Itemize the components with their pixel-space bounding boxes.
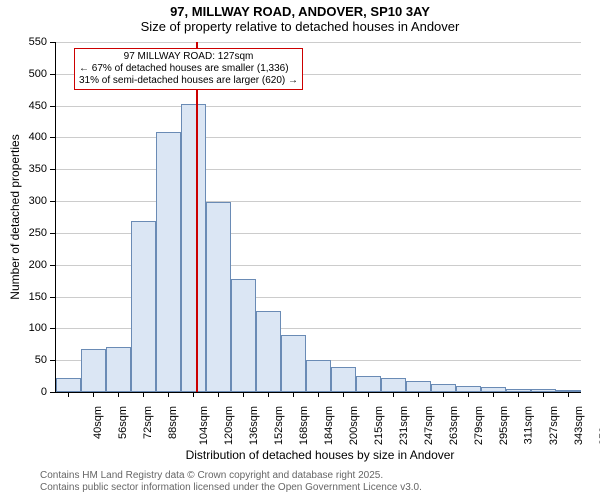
x-tick-label: 263sqm (448, 406, 460, 445)
y-tick-mark (50, 392, 55, 393)
x-tick-label: 295sqm (498, 406, 510, 445)
histogram-bar (106, 347, 131, 392)
histogram-bar (556, 390, 581, 392)
x-tick-mark (143, 392, 144, 397)
histogram-bar (81, 349, 106, 392)
x-tick-label: 40sqm (92, 406, 104, 439)
x-tick-label: 215sqm (373, 406, 385, 445)
histogram-bar (56, 378, 81, 392)
y-tick-label: 500 (0, 68, 47, 80)
histogram-bar (406, 381, 431, 392)
x-tick-mark (393, 392, 394, 397)
histogram-bar (256, 311, 281, 392)
marker-line (196, 42, 198, 392)
x-tick-label: 279sqm (473, 406, 485, 445)
x-tick-mark (168, 392, 169, 397)
grid-line (56, 42, 581, 43)
histogram-bar (381, 378, 406, 392)
x-tick-label: 231sqm (398, 406, 410, 445)
grid-line (56, 169, 581, 170)
y-tick-mark (50, 137, 55, 138)
x-tick-label: 104sqm (198, 406, 210, 445)
x-tick-mark (118, 392, 119, 397)
x-tick-label: 72sqm (142, 406, 154, 439)
x-tick-label: 168sqm (298, 406, 310, 445)
histogram-bar (206, 202, 231, 392)
x-tick-label: 56sqm (117, 406, 129, 439)
annotation-line1: 97 MILLWAY ROAD: 127sqm (79, 51, 298, 63)
y-axis-label: Number of detached properties (8, 127, 22, 307)
y-tick-mark (50, 106, 55, 107)
chart-container: 97, MILLWAY ROAD, ANDOVER, SP10 3AY Size… (0, 0, 600, 500)
x-tick-label: 311sqm (522, 406, 534, 444)
y-tick-mark (50, 201, 55, 202)
x-tick-label: 200sqm (348, 406, 360, 445)
attribution-line1: Contains HM Land Registry data © Crown c… (40, 470, 422, 482)
x-tick-label: 136sqm (248, 406, 260, 445)
x-tick-mark (493, 392, 494, 397)
annotation-line3: 31% of semi-detached houses are larger (… (79, 75, 298, 87)
histogram-bar (456, 386, 481, 392)
y-tick-mark (50, 328, 55, 329)
x-tick-label: 120sqm (223, 406, 235, 445)
histogram-bar (431, 384, 456, 392)
x-tick-mark (68, 392, 69, 397)
attribution-text: Contains HM Land Registry data © Crown c… (40, 470, 422, 494)
x-tick-label: 88sqm (167, 406, 179, 439)
chart-title-2: Size of property relative to detached ho… (0, 19, 600, 34)
histogram-bar (331, 367, 356, 392)
y-tick-label: 450 (0, 100, 47, 112)
x-tick-mark (243, 392, 244, 397)
x-tick-mark (318, 392, 319, 397)
y-tick-label: 550 (0, 36, 47, 48)
y-tick-mark (50, 297, 55, 298)
y-tick-mark (50, 265, 55, 266)
x-tick-mark (343, 392, 344, 397)
histogram-bar (281, 335, 306, 392)
grid-line (56, 106, 581, 107)
histogram-bar (156, 132, 181, 392)
x-tick-label: 152sqm (273, 406, 285, 445)
histogram-bar (356, 376, 381, 392)
attribution-line2: Contains public sector information licen… (40, 482, 422, 494)
y-tick-mark (50, 169, 55, 170)
x-tick-mark (93, 392, 94, 397)
x-tick-label: 327sqm (548, 406, 560, 445)
x-tick-mark (218, 392, 219, 397)
x-tick-mark (468, 392, 469, 397)
x-tick-mark (368, 392, 369, 397)
x-axis-label: Distribution of detached houses by size … (150, 448, 490, 462)
x-tick-mark (543, 392, 544, 397)
y-tick-mark (50, 360, 55, 361)
x-tick-label: 247sqm (423, 406, 435, 445)
histogram-bar (531, 389, 556, 392)
plot-area: 97 MILLWAY ROAD: 127sqm← 67% of detached… (55, 42, 581, 393)
histogram-bar (506, 389, 531, 392)
y-tick-label: 0 (0, 386, 47, 398)
annotation-line2: ← 67% of detached houses are smaller (1,… (79, 63, 298, 75)
grid-line (56, 201, 581, 202)
histogram-bar (131, 221, 156, 392)
chart-title-1: 97, MILLWAY ROAD, ANDOVER, SP10 3AY (0, 0, 600, 19)
y-tick-mark (50, 233, 55, 234)
x-tick-label: 343sqm (573, 406, 585, 445)
histogram-bar (181, 104, 206, 392)
x-tick-mark (518, 392, 519, 397)
x-tick-mark (568, 392, 569, 397)
x-tick-mark (418, 392, 419, 397)
x-tick-mark (293, 392, 294, 397)
y-tick-label: 100 (0, 322, 47, 334)
annotation-box: 97 MILLWAY ROAD: 127sqm← 67% of detached… (74, 48, 303, 90)
y-tick-mark (50, 74, 55, 75)
y-tick-mark (50, 42, 55, 43)
grid-line (56, 137, 581, 138)
x-tick-mark (443, 392, 444, 397)
histogram-bar (306, 360, 331, 392)
histogram-bar (481, 387, 506, 392)
x-tick-label: 184sqm (323, 406, 335, 445)
x-tick-mark (268, 392, 269, 397)
y-tick-label: 50 (0, 354, 47, 366)
x-tick-mark (193, 392, 194, 397)
histogram-bar (231, 279, 256, 392)
